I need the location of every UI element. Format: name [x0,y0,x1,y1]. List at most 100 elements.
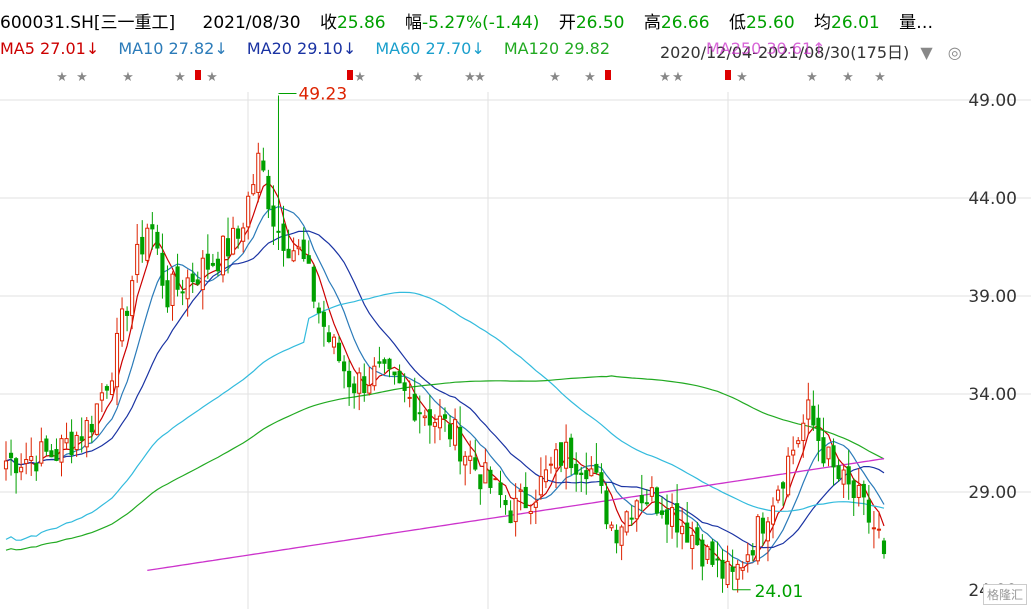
y-tick-label: 29.00 [968,483,1017,503]
candle-body [599,472,604,486]
candle-body [170,273,175,306]
candle-body [422,415,427,419]
ma120-legend: MA120 29.82 [503,39,611,58]
event-star-icon: ★ [464,70,476,85]
candle-body [14,458,19,474]
candle-body [104,386,109,391]
candle-body [342,361,347,372]
candle-body [205,253,210,270]
y-tick-label: 39.00 [968,287,1017,307]
candle-body [654,487,659,514]
candle-body [513,497,518,523]
high-label: 高 [643,13,661,33]
candle-body [866,499,871,523]
candle-body [659,510,665,515]
candle-body [715,558,720,561]
event-flag-icon [605,70,611,80]
candle-body [417,412,422,415]
candle-body [801,422,806,442]
candle-body [210,262,215,266]
ma5-line [5,181,885,570]
settings-icon[interactable]: ◎ [947,43,962,62]
dropdown-icon[interactable]: ▼ [920,43,933,62]
candle-body [357,372,362,394]
ma-legend: MA5 27.01↓ MA10 27.82↓ MA20 29.10↓ MA60 … [0,39,610,58]
candle-body [821,437,826,464]
candle-body [685,522,690,543]
candle-body [680,525,685,535]
quote-date: 2021/08/30 [202,13,301,33]
candle-body [155,231,160,249]
candle-body [493,478,498,481]
watermark-logo: 格隆汇 [982,584,1027,605]
candle-body [200,257,205,291]
candle-body [745,554,750,562]
candle-body [765,521,771,542]
candle-body [498,482,503,496]
event-star-icon: ★ [354,70,366,85]
candle-body [826,446,831,460]
candle-body [816,417,821,441]
candle-body [770,505,776,525]
candle-body [165,280,170,308]
avg-label: 均 [814,13,832,33]
candle-body [781,482,786,489]
candle-body [447,424,453,440]
candle-body [442,414,448,419]
y-tick-label: 44.00 [968,189,1017,209]
candle-body [624,511,629,533]
candle-body [99,392,104,401]
candle-body [266,175,271,210]
event-star-icon: ★ [736,70,748,85]
candle-body [347,370,352,388]
high-value: 26.66 [660,13,710,33]
candle-body [740,567,745,571]
candle-body [59,438,64,463]
candle-body [538,476,543,496]
candle-body [130,280,135,317]
candle-body [69,431,74,456]
candle-body [841,469,846,485]
event-star-icon: ★ [672,70,684,85]
candle-body [523,486,528,509]
avg-value: 26.01 [831,13,880,33]
event-star-icon: ★ [842,70,854,85]
candle-body [291,250,296,262]
event-star-icon: ★ [56,70,68,85]
candle-body [720,559,725,579]
candle-body [326,332,332,342]
candle-body [528,510,533,514]
candle-body [286,248,291,259]
candle-body [64,438,69,444]
candle-body [29,456,34,461]
y-tick-label: 34.00 [968,385,1017,405]
candle-body [584,470,589,480]
more-label[interactable]: 量… [899,13,934,33]
candle-body [589,468,594,477]
event-star-icon: ★ [549,70,561,85]
candle-body [675,503,680,533]
candle-body [135,243,140,276]
date-range: 2020/12/04-2021/08/30(175日) [660,43,910,62]
candle-body [39,441,44,464]
candle-body [296,246,301,250]
candle-body [241,227,246,242]
candle-body [281,223,286,251]
ma60-legend: MA60 27.70↓ [375,39,485,58]
candle-body [382,359,387,364]
candle-body [175,266,180,290]
candle-body [412,393,417,421]
candle-body [755,516,760,562]
candle-body [548,463,554,466]
candle-body [644,502,649,505]
candle-body [670,507,675,527]
change-label: 幅 [405,13,423,33]
candle-body [225,238,231,257]
candle-body [150,224,155,230]
candle-body [89,423,94,433]
candle-body [690,534,695,549]
event-flag-icon [195,70,201,80]
candle-body [336,342,342,362]
candle-body [811,405,816,426]
